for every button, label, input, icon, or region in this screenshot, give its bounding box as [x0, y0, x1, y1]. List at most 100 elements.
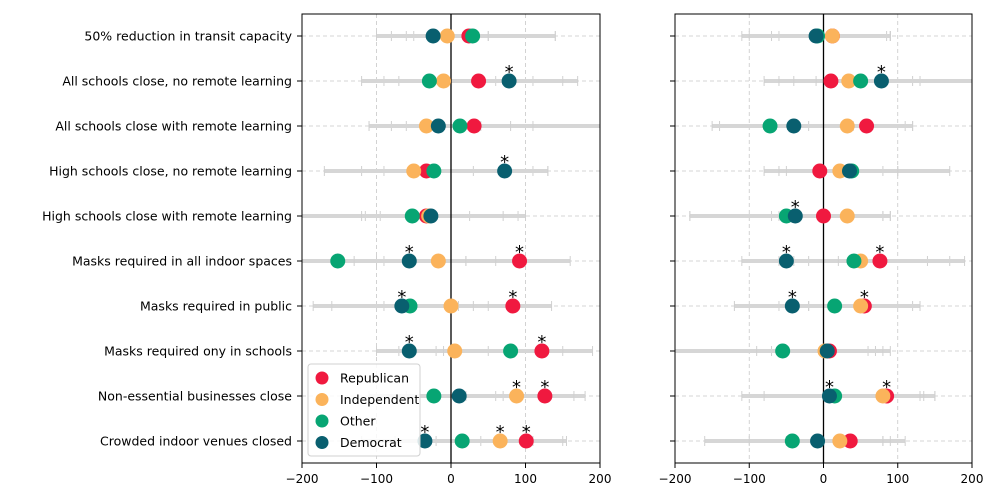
- point-other: [846, 253, 862, 269]
- y-tick-label: All schools close with remote learning: [55, 119, 292, 134]
- point-democrat: [819, 343, 835, 359]
- point-democrat: [401, 253, 417, 269]
- point-independent: [406, 163, 422, 179]
- point-other: [465, 28, 481, 44]
- significance-marker: *: [508, 287, 517, 308]
- significance-marker: *: [782, 242, 791, 263]
- left-panel: * * * * * * * * * * * * * −200 −100 0 100 200 50% reductio…: [42, 13, 612, 486]
- significance-marker: *: [512, 377, 521, 398]
- point-democrat: [451, 388, 467, 404]
- significance-marker: *: [515, 242, 524, 263]
- x-tick-label: 0: [447, 472, 455, 486]
- x-tick-label: 100: [886, 472, 909, 486]
- point-democrat: [810, 433, 826, 449]
- significance-marker: *: [877, 62, 886, 83]
- point-democrat: [425, 28, 441, 44]
- x-tick-label: 100: [514, 472, 537, 486]
- significance-marker: *: [397, 287, 406, 308]
- point-democrat: [808, 28, 824, 44]
- y-tick-label: Crowded indoor venues closed: [100, 434, 292, 449]
- point-other: [503, 343, 519, 359]
- significance-marker: *: [537, 332, 546, 353]
- point-independent: [841, 73, 857, 89]
- legend-label-democrat: Democrat: [340, 435, 402, 450]
- point-republican: [872, 253, 888, 269]
- point-independent: [509, 388, 525, 404]
- x-tick-label: 200: [589, 472, 612, 486]
- x-tick-label: 0: [820, 472, 828, 486]
- significance-marker: *: [496, 422, 505, 443]
- legend-marker-republican: [315, 371, 329, 385]
- significance-marker: *: [405, 332, 414, 353]
- point-independent: [839, 208, 855, 224]
- y-tick-label: Non-essential businesses close: [98, 389, 292, 404]
- significance-marker: *: [788, 287, 797, 308]
- significance-marker: *: [500, 152, 509, 173]
- point-democrat: [786, 118, 802, 134]
- point-democrat: [501, 73, 517, 89]
- point-republican: [537, 388, 553, 404]
- legend-marker-other: [315, 414, 329, 428]
- point-independent: [492, 433, 508, 449]
- point-democrat: [417, 433, 433, 449]
- point-independent: [832, 433, 848, 449]
- significance-marker: *: [825, 377, 834, 398]
- point-independent: [447, 343, 463, 359]
- point-other: [426, 388, 442, 404]
- legend-marker-democrat: [315, 436, 329, 449]
- point-other: [330, 253, 346, 269]
- right-panel: * * * * * * * * −200 −100 0 100 200: [659, 13, 984, 486]
- significance-marker: *: [540, 377, 549, 398]
- point-republican: [471, 73, 487, 89]
- x-tick-label: 200: [961, 472, 984, 486]
- point-independent: [436, 73, 452, 89]
- point-republican: [512, 253, 528, 269]
- point-independent: [875, 388, 891, 404]
- point-democrat: [394, 298, 410, 314]
- point-other: [853, 73, 869, 89]
- y-tick-label: Masks required in all indoor spaces: [72, 254, 292, 269]
- significance-marker: *: [791, 197, 800, 218]
- point-republican: [859, 118, 875, 134]
- legend-label-independent: Independent: [340, 392, 419, 407]
- y-tick-label: 50% reduction in transit capacity: [84, 29, 292, 44]
- point-democrat: [841, 163, 857, 179]
- point-independent: [418, 118, 434, 134]
- point-other: [426, 163, 442, 179]
- point-republican: [842, 433, 858, 449]
- point-other: [452, 118, 468, 134]
- y-tick-label: Masks required in public: [140, 299, 292, 314]
- significance-marker: *: [860, 287, 869, 308]
- legend-label-other: Other: [340, 414, 376, 429]
- legend-marker-independent: [315, 393, 329, 406]
- significance-marker: *: [522, 422, 531, 443]
- significance-marker: *: [420, 422, 429, 443]
- y-tick-label: High schools close with remote learning: [42, 209, 292, 224]
- point-democrat: [430, 118, 446, 134]
- point-independent: [439, 28, 455, 44]
- point-independent: [839, 118, 855, 134]
- point-other: [421, 73, 437, 89]
- point-democrat: [784, 298, 800, 314]
- point-republican: [518, 433, 534, 449]
- point-independent: [430, 253, 446, 269]
- point-other: [454, 433, 470, 449]
- x-tick-label: −100: [733, 472, 766, 486]
- point-republican: [823, 73, 839, 89]
- legend-box: [307, 363, 421, 457]
- point-other: [762, 118, 778, 134]
- point-other: [827, 298, 843, 314]
- significance-marker: *: [505, 62, 514, 83]
- y-tick-label: High schools close, no remote learning: [49, 164, 292, 179]
- x-tick-label: −100: [360, 472, 393, 486]
- legend: Republican Independent Other Democrat: [307, 363, 421, 457]
- point-independent: [824, 28, 840, 44]
- y-tick-label: All schools close, no remote learning: [62, 74, 292, 89]
- point-democrat: [873, 73, 889, 89]
- point-democrat: [423, 208, 439, 224]
- point-other: [404, 208, 420, 224]
- point-democrat: [778, 253, 794, 269]
- point-republican: [816, 208, 831, 224]
- point-republican: [812, 163, 828, 179]
- legend-label-republican: Republican: [340, 371, 409, 386]
